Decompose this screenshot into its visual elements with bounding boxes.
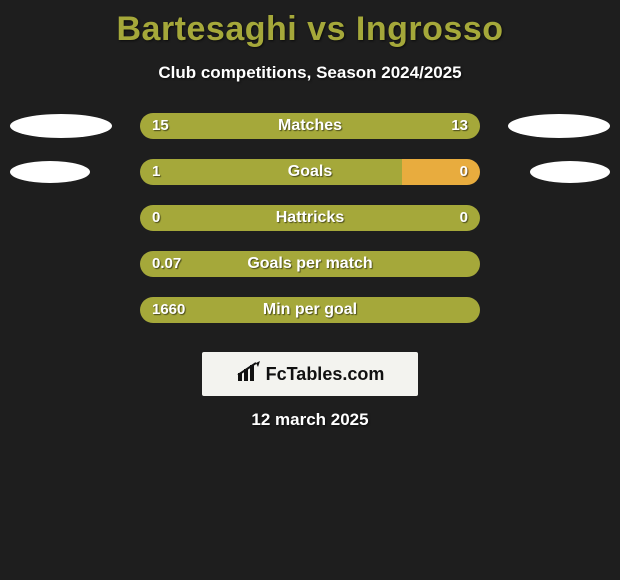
metric-row: 1513Matches: [0, 113, 620, 139]
metric-label: Goals: [140, 159, 480, 185]
date-label: 12 march 2025: [0, 410, 620, 430]
team-emblem-right: [530, 161, 610, 183]
metric-rows: 1513Matches 10Goals 00Hattricks 0.07Goals p…: [0, 113, 620, 323]
team-emblem-right: [508, 114, 610, 138]
branding-badge: FcTables.com: [202, 352, 418, 396]
metric-label: Matches: [140, 113, 480, 139]
metric-row: 1660Min per goal: [0, 297, 620, 323]
comparison-card: Bartesaghi vs Ingrosso Club competitions…: [0, 0, 620, 580]
metric-row: 0.07Goals per match: [0, 251, 620, 277]
metric-label: Goals per match: [140, 251, 480, 277]
bar-chart-icon: [236, 361, 262, 388]
page-title: Bartesaghi vs Ingrosso: [0, 0, 620, 49]
subtitle: Club competitions, Season 2024/2025: [0, 63, 620, 83]
team-emblem-left: [10, 114, 112, 138]
metric-row: 00Hattricks: [0, 205, 620, 231]
branding-text: FcTables.com: [266, 364, 385, 385]
metric-row: 10Goals: [0, 159, 620, 185]
metric-label: Hattricks: [140, 205, 480, 231]
metric-label: Min per goal: [140, 297, 480, 323]
team-emblem-left: [10, 161, 90, 183]
